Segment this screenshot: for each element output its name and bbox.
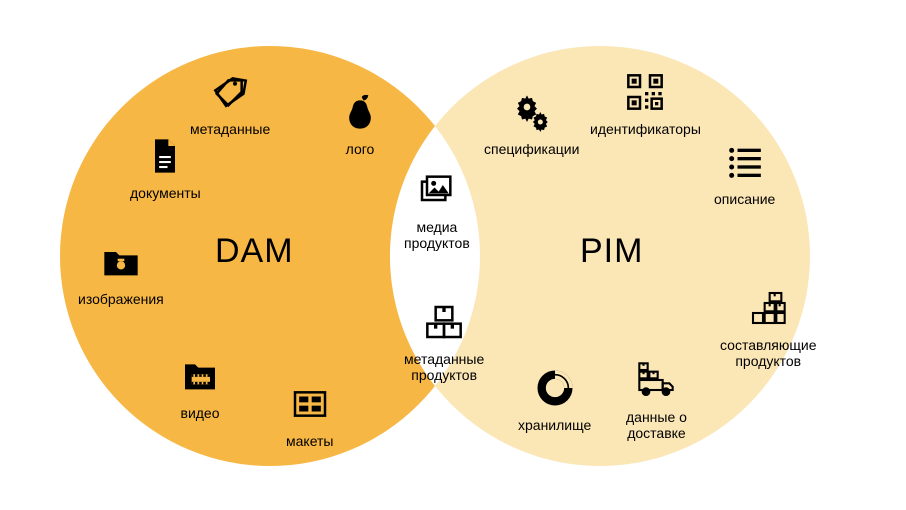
layouts-icon (290, 384, 330, 429)
delivery-icon (636, 360, 676, 405)
product-media-label: медиа продуктов (404, 219, 470, 251)
layouts-label: макеты (286, 433, 334, 449)
images-label: изображения (78, 291, 164, 307)
video-label: видео (181, 405, 220, 421)
documents-label: документы (130, 185, 201, 201)
logo-icon (340, 92, 380, 137)
storage-label: хранилище (518, 417, 591, 433)
video-icon (180, 356, 220, 401)
components-label: составляющие продуктов (720, 337, 816, 369)
images-item: изображения (78, 242, 164, 307)
documents-item: документы (130, 136, 201, 201)
product-metadata-label: метаданные продуктов (404, 351, 484, 383)
identifiers-label: идентификаторы (590, 121, 701, 137)
metadata-label: метаданные (190, 121, 270, 137)
metadata-icon (210, 72, 250, 117)
description-item: описание (714, 142, 775, 207)
logo-label: лого (346, 141, 375, 157)
specs-icon (512, 92, 552, 137)
identifiers-icon (625, 72, 665, 117)
delivery-label: данные о доставке (626, 409, 687, 441)
product-metadata-icon (424, 302, 464, 347)
product-media-icon (417, 170, 457, 215)
video-item: видео (180, 356, 220, 421)
specs-label: спецификации (484, 141, 579, 157)
components-icon (748, 288, 788, 333)
product-metadata-item: метаданные продуктов (404, 302, 484, 383)
pim-title: PIM (580, 232, 643, 271)
logo-item: лого (340, 92, 380, 157)
delivery-item: данные о доставке (626, 360, 687, 441)
identifiers-item: идентификаторы (590, 72, 701, 137)
layouts-item: макеты (286, 384, 334, 449)
product-media-item: медиа продуктов (404, 170, 470, 251)
storage-icon (535, 368, 575, 413)
metadata-item: метаданные (190, 72, 270, 137)
dam-title: DAM (215, 232, 294, 271)
specs-item: спецификации (484, 92, 579, 157)
components-item: составляющие продуктов (720, 288, 816, 369)
documents-icon (145, 136, 185, 181)
storage-item: хранилище (518, 368, 591, 433)
images-icon (101, 242, 141, 287)
description-label: описание (714, 191, 775, 207)
description-icon (725, 142, 765, 187)
